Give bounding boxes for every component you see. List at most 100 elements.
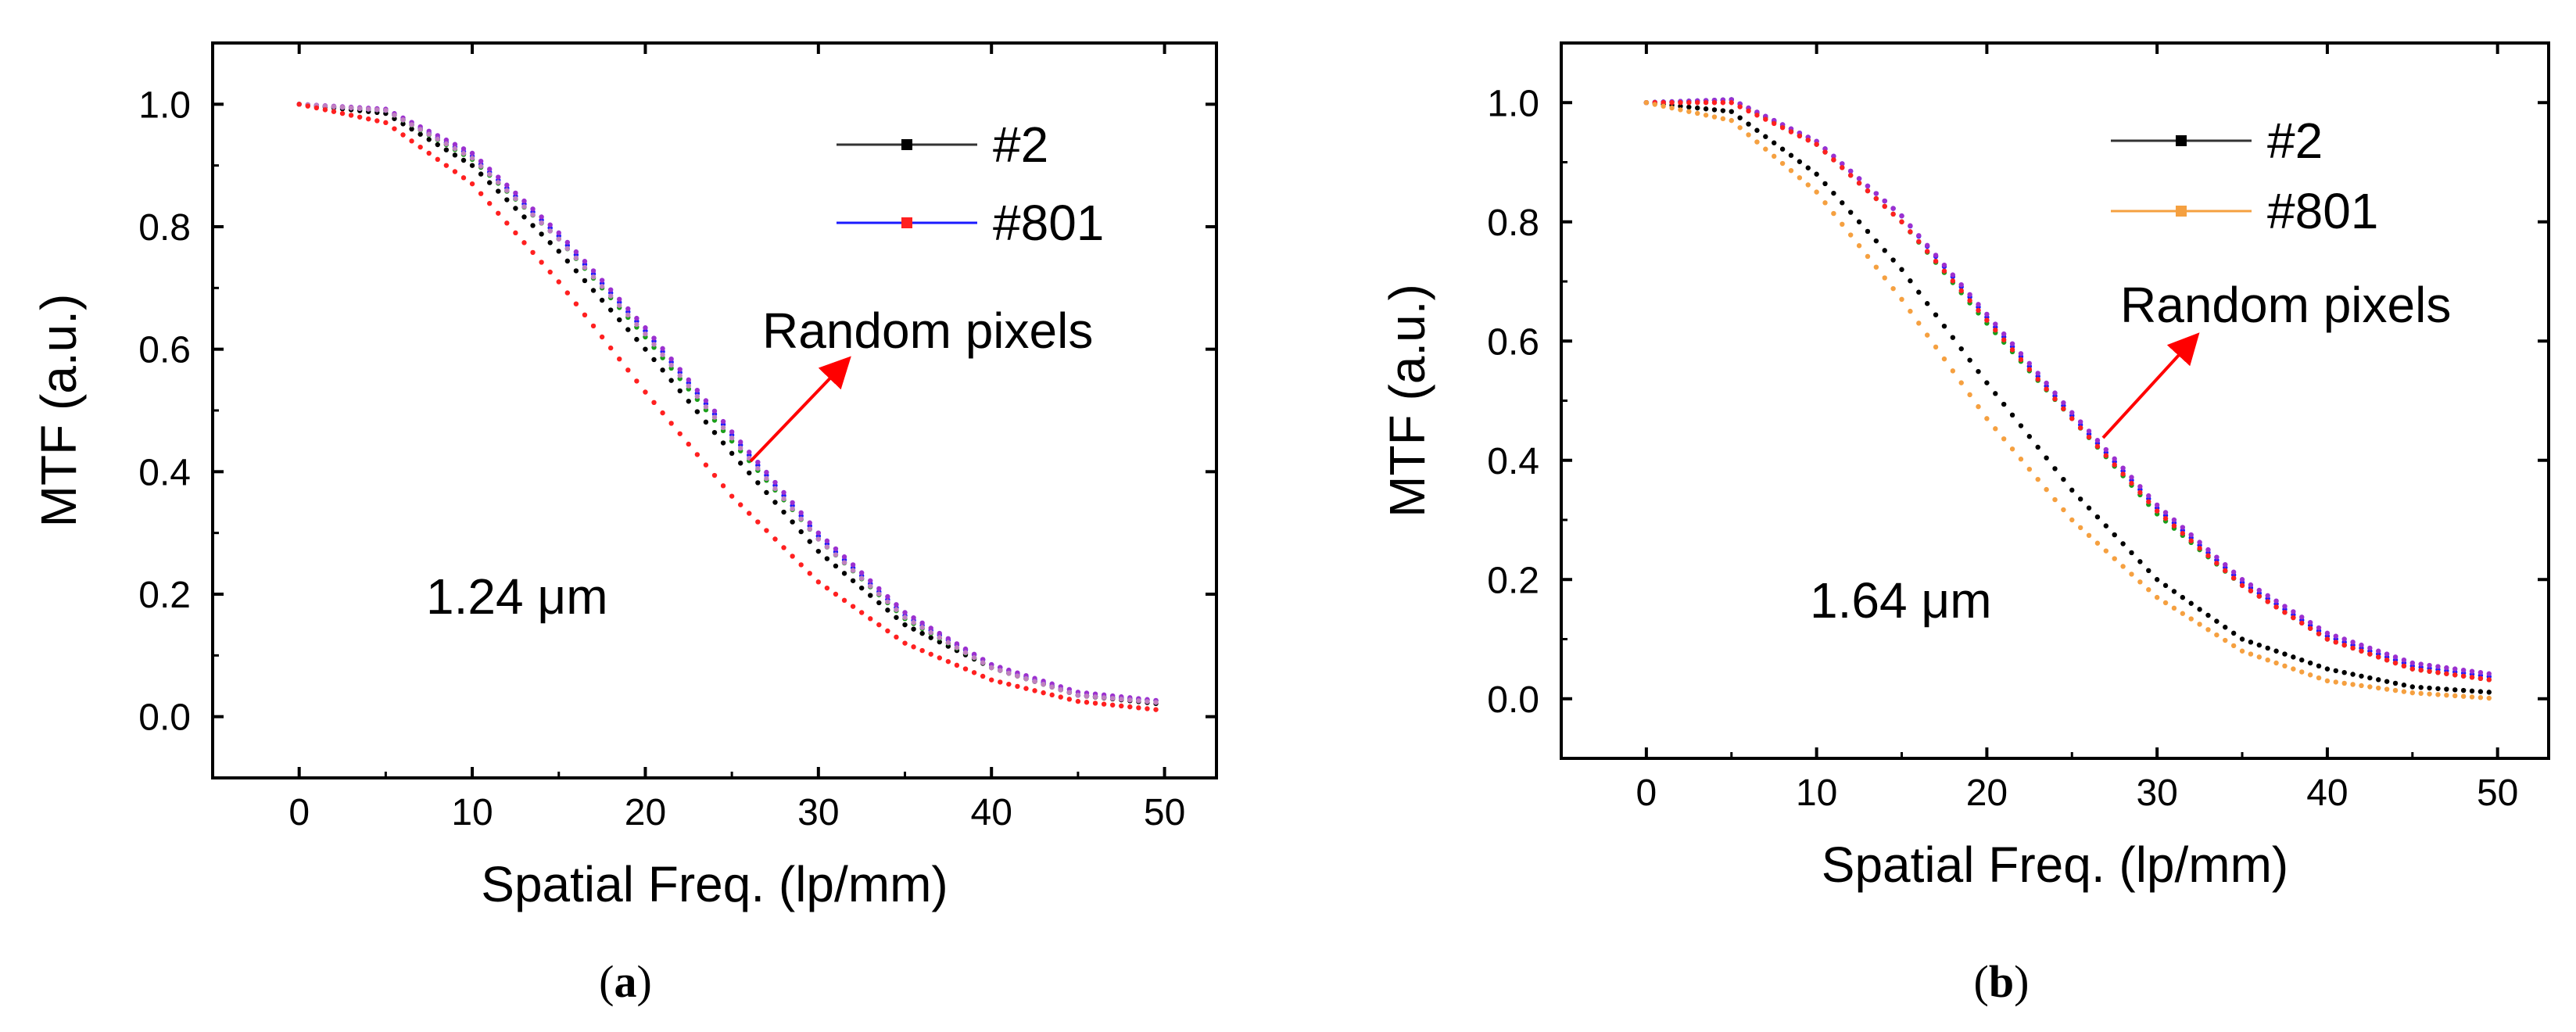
data-point <box>2103 548 2109 554</box>
data-point <box>339 105 346 110</box>
data-point <box>443 163 450 168</box>
data-point <box>452 169 458 174</box>
data-point <box>651 335 657 341</box>
data-point <box>989 677 994 683</box>
data-point <box>841 597 847 604</box>
data-point <box>2001 401 2007 407</box>
data-point <box>1754 113 1760 118</box>
data-point <box>1976 368 1981 374</box>
data-point <box>2009 341 2015 346</box>
data-point <box>1941 268 1947 274</box>
data-point <box>513 206 518 211</box>
data-point <box>443 141 450 147</box>
data-point <box>2460 693 2467 699</box>
y-tick-label: 0.4 <box>138 452 191 493</box>
data-point <box>582 264 588 271</box>
x-tick-label: 20 <box>625 792 666 833</box>
y-tick-label: 0.0 <box>138 697 191 739</box>
data-point <box>2384 686 2390 692</box>
data-point <box>962 666 969 672</box>
data-point <box>2350 682 2356 687</box>
data-point <box>2350 645 2356 651</box>
data-point <box>452 145 458 152</box>
data-point <box>1847 210 1854 215</box>
data-point <box>1950 278 1956 284</box>
data-point <box>2026 360 2033 367</box>
data-point <box>2188 538 2194 543</box>
data-point <box>1805 182 1811 188</box>
data-point <box>2376 677 2381 683</box>
data-point <box>417 131 423 137</box>
data-point <box>2460 667 2467 673</box>
data-point <box>2384 679 2390 684</box>
data-point <box>1066 690 1073 695</box>
data-point <box>1797 159 1803 164</box>
data-point <box>2061 400 2066 406</box>
data-point <box>2333 633 2339 639</box>
data-point <box>2418 690 2424 697</box>
random-pixels-label: Random pixels <box>2120 277 2451 333</box>
data-point <box>945 640 951 646</box>
data-point <box>590 288 597 293</box>
data-point <box>1771 140 1777 145</box>
data-point <box>660 346 665 352</box>
data-point <box>2052 466 2058 471</box>
data-point <box>1695 100 1700 106</box>
data-point <box>2069 410 2075 415</box>
data-point <box>339 110 346 116</box>
data-point <box>660 352 665 357</box>
data-point <box>841 554 847 560</box>
data-point <box>1899 296 1904 303</box>
data-point <box>496 174 501 180</box>
data-point <box>894 634 899 640</box>
data-point <box>755 465 761 471</box>
data-point <box>919 630 925 636</box>
data-point <box>331 109 337 114</box>
data-point <box>911 619 916 625</box>
data-point <box>1941 356 1947 362</box>
data-point <box>2452 687 2458 693</box>
data-point <box>625 327 631 332</box>
data-point <box>2316 663 2322 669</box>
x-tick-label: 30 <box>2136 772 2177 814</box>
data-point <box>1890 206 1896 211</box>
data-point <box>2409 666 2415 672</box>
data-point <box>1847 168 1854 174</box>
data-point <box>772 500 778 505</box>
data-point <box>971 654 977 661</box>
data-point <box>1006 670 1012 676</box>
data-point <box>2223 637 2228 643</box>
data-point <box>858 570 865 575</box>
data-point <box>478 163 484 169</box>
data-point <box>435 142 440 148</box>
data-point <box>2273 660 2279 666</box>
data-point <box>400 121 406 127</box>
data-point <box>383 120 389 126</box>
data-point <box>902 615 908 620</box>
data-point <box>607 307 614 313</box>
data-point <box>1958 281 1964 288</box>
data-point <box>2018 351 2024 357</box>
data-point <box>2477 689 2484 694</box>
data-point <box>798 529 804 535</box>
data-point <box>1779 160 1786 167</box>
data-point <box>2154 508 2160 514</box>
data-point <box>2026 434 2033 439</box>
data-point <box>2307 672 2313 678</box>
y-tick-label: 0.0 <box>1487 679 1539 721</box>
caption-open: ( <box>599 956 614 1007</box>
data-point <box>2291 654 2296 660</box>
data-point <box>1737 104 1743 109</box>
data-point <box>894 602 899 607</box>
x-tick-label: 0 <box>1636 772 1657 814</box>
data-point <box>2324 666 2331 672</box>
data-point <box>1058 687 1063 693</box>
data-point <box>868 583 873 589</box>
data-point <box>2214 561 2220 566</box>
data-point <box>643 389 648 395</box>
data-point <box>607 345 614 351</box>
data-point <box>1119 703 1124 709</box>
data-point <box>651 357 657 363</box>
data-point <box>496 188 501 194</box>
data-point <box>1814 171 1819 177</box>
